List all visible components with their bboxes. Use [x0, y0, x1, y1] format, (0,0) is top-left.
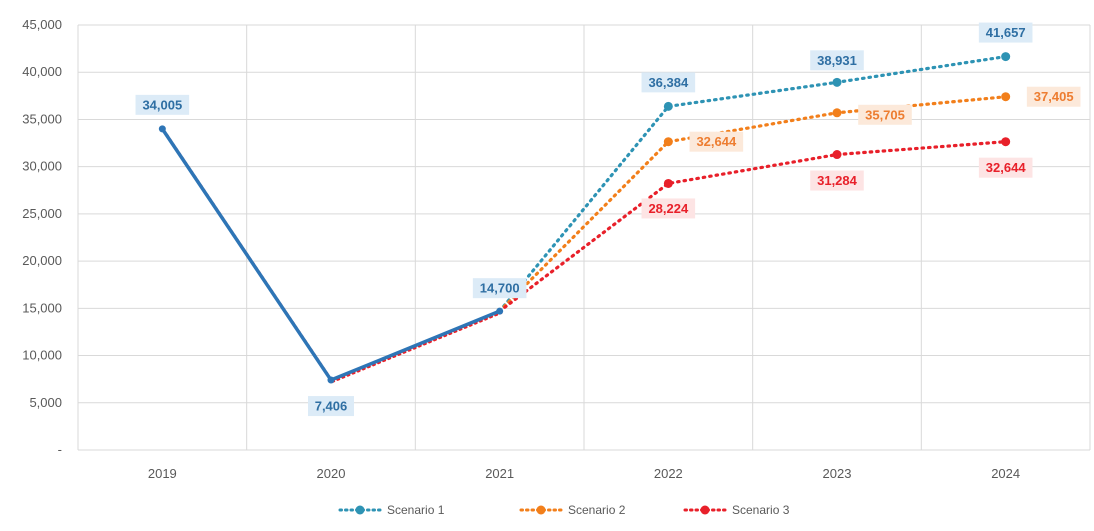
series-1-data-label: 36,384 — [641, 72, 696, 93]
y-tick-label: 20,000 — [22, 253, 62, 268]
series-3-point — [832, 150, 842, 160]
series-2-data-label-text: 35,705 — [865, 107, 905, 122]
actual-data-label-text: 14,700 — [480, 281, 520, 296]
x-tick-label: 2023 — [823, 466, 852, 481]
series-3-data-label-text: 28,224 — [648, 201, 689, 216]
series-2-data-label: 35,705 — [858, 104, 912, 125]
series-1-data-label: 41,657 — [978, 22, 1033, 43]
series-3-data-label-bg — [978, 157, 1033, 178]
series-1-point — [1001, 52, 1011, 62]
actual-line — [158, 125, 504, 384]
actual-data-label-bg — [135, 94, 190, 115]
x-tick-label: 2020 — [317, 466, 346, 481]
series-1-data-label-bg — [978, 22, 1033, 43]
series-2-data-label-text: 37,405 — [1034, 89, 1074, 104]
series-1-data-label: 38,931 — [810, 50, 864, 71]
gridlines — [77, 24, 1091, 451]
series-2-data-label: 37,405 — [1026, 86, 1081, 107]
x-tick-label: 2021 — [485, 466, 514, 481]
y-tick-label: - — [58, 442, 62, 457]
actual-data-label-text: 7,406 — [315, 399, 348, 414]
series-2-data-label-bg — [858, 104, 912, 125]
series-1-point — [832, 77, 842, 87]
series-2-data-label-bg — [1026, 86, 1081, 107]
series-2-point — [663, 137, 673, 147]
legend-swatch-marker — [355, 505, 365, 515]
y-tick-label: 35,000 — [22, 111, 62, 126]
series-1-data-label-text: 41,657 — [986, 25, 1026, 40]
legend-swatch-marker — [700, 505, 710, 515]
history-trace-2 — [161, 128, 502, 383]
actual-data-label-bg — [308, 396, 354, 417]
actual-data-label: 7,406 — [308, 396, 354, 417]
series-3-data-label: 31,284 — [810, 170, 864, 191]
series-2-data-label-text: 32,644 — [696, 134, 737, 149]
y-tick-label: 25,000 — [22, 206, 62, 221]
series-1-data-label-text: 38,931 — [817, 53, 857, 68]
actual-data-label-text: 34,005 — [142, 97, 182, 112]
legend: Scenario 1 Scenario 2 Scenario 3 — [338, 503, 790, 517]
y-tick-label: 15,000 — [22, 300, 62, 315]
series-3-data-label: 28,224 — [641, 198, 696, 219]
y-tick-label: 10,000 — [22, 348, 62, 363]
series-2-point — [1001, 92, 1011, 102]
series-2-data-label-bg — [689, 131, 744, 152]
x-tick-label: 2019 — [148, 466, 177, 481]
actual-data-label: 34,005 — [135, 94, 190, 115]
actual-point — [158, 125, 166, 133]
data-labels: 34,005 7,406 14,700 36,384 38,931 41,657 32,64… — [135, 22, 1081, 417]
y-tick-label: 40,000 — [22, 64, 62, 79]
series-line-1 — [498, 54, 1008, 313]
legend-label: Scenario 3 — [732, 503, 790, 517]
legend-item-scenario-3: Scenario 3 — [683, 503, 790, 517]
x-axis-ticks: 2019 2020 2021 2022 2023 2024 — [148, 466, 1020, 481]
x-tick-label: 2024 — [991, 466, 1020, 481]
series-line-2 — [498, 95, 1008, 313]
series-line-3 — [498, 140, 1008, 313]
series-1-data-label-bg — [810, 50, 864, 71]
series-3-data-label-bg — [810, 170, 864, 191]
series-3-data-label-bg — [641, 198, 696, 219]
y-tick-label: 5,000 — [29, 395, 62, 410]
series-3-point — [663, 178, 673, 188]
series-1-point — [663, 101, 673, 111]
actual-point — [327, 376, 335, 384]
series-3-data-label: 32,644 — [978, 157, 1033, 178]
y-axis-ticks: - 5,000 10,000 15,000 20,000 25,000 30,000 35,0… — [22, 17, 62, 457]
series-3-data-label-text: 31,284 — [817, 173, 858, 188]
y-tick-label: 45,000 — [22, 17, 62, 32]
actual-point — [496, 307, 504, 315]
series-lines — [498, 52, 1011, 313]
series-2-data-label: 32,644 — [689, 131, 744, 152]
series-3-point — [1001, 137, 1011, 147]
actual-data-label-bg — [472, 278, 527, 299]
x-tick-label: 2022 — [654, 466, 683, 481]
legend-item-scenario-2: Scenario 2 — [519, 503, 626, 517]
series-1-data-label-bg — [641, 72, 696, 93]
series-3-data-label-text: 32,644 — [986, 160, 1027, 175]
actual-data-label: 14,700 — [472, 278, 527, 299]
legend-item-scenario-1: Scenario 1 — [338, 503, 445, 517]
legend-swatch-marker — [536, 505, 546, 515]
y-tick-label: 30,000 — [22, 159, 62, 174]
legend-label: Scenario 1 — [387, 503, 445, 517]
legend-label: Scenario 2 — [568, 503, 626, 517]
series-2-point — [832, 108, 842, 118]
history-trace-3 — [162, 129, 503, 384]
series-1-data-label-text: 36,384 — [648, 75, 689, 90]
